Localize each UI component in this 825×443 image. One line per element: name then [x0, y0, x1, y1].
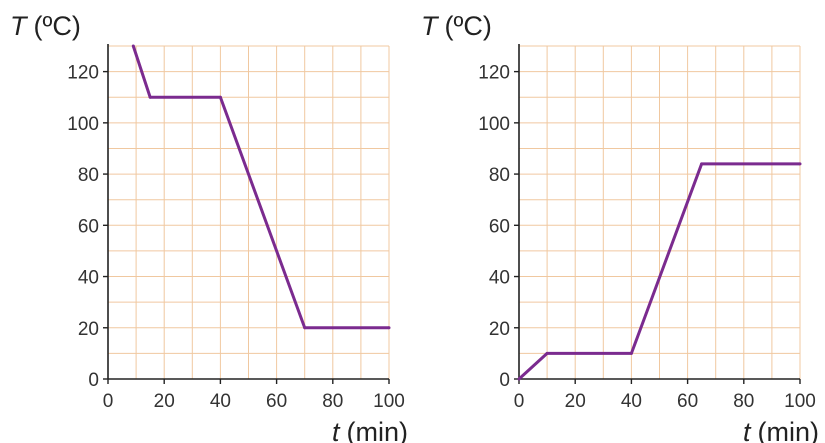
y-axis-variable: T — [421, 11, 440, 41]
x-tick-label: 20 — [565, 391, 586, 412]
x-tick-label: 40 — [621, 391, 642, 412]
y-tick-label: 80 — [78, 165, 99, 186]
y-tick-label: 100 — [478, 114, 510, 135]
x-axis-title: t (min) — [332, 417, 408, 443]
x-tick-label: 40 — [210, 391, 231, 412]
y-tick-label: 120 — [67, 63, 99, 84]
y-tick-label: 20 — [489, 319, 510, 340]
x-tick-label: 0 — [103, 391, 114, 412]
x-axis-variable: t — [743, 417, 752, 443]
series-point — [303, 326, 307, 330]
series-point — [798, 162, 802, 166]
series-point — [517, 377, 521, 381]
y-tick-label: 20 — [78, 319, 99, 340]
x-tick-label: 80 — [733, 391, 754, 412]
series-point — [131, 44, 135, 48]
series-point — [218, 95, 222, 99]
series-point — [387, 326, 391, 330]
x-tick-label: 0 — [514, 391, 525, 412]
y-tick-label: 100 — [67, 114, 99, 135]
x-tick-label: 80 — [322, 391, 343, 412]
y-axis-unit: (ºC) — [445, 11, 492, 41]
series-point — [148, 95, 152, 99]
series-point — [629, 351, 633, 355]
x-tick-label: 100 — [373, 391, 405, 412]
chart-heating: 0 20 40 60 80 100 120 0 20 40 60 80 100 T (ºC) t (min) — [421, 11, 819, 443]
y-axis-unit: (ºC) — [34, 11, 81, 41]
x-axis-unit: (min) — [347, 417, 409, 443]
y-tick-label: 40 — [489, 268, 510, 289]
x-tick-label: 60 — [266, 391, 287, 412]
x-axis-title: t (min) — [743, 417, 819, 443]
x-tick-label: 60 — [677, 391, 698, 412]
y-axis-variable: T — [10, 11, 29, 41]
series-point — [700, 162, 704, 166]
y-tick-label: 0 — [499, 370, 510, 391]
y-axis-title: T (ºC) — [10, 11, 81, 41]
chart-cooling: 0 20 40 60 80 100 120 0 20 40 60 80 100 T (ºC) t (min) — [10, 11, 408, 443]
series-line — [131, 45, 389, 330]
x-tick-label: 100 — [784, 391, 816, 412]
x-axis-variable: t — [332, 417, 341, 443]
y-tick-label: 60 — [489, 216, 510, 237]
y-tick-label: 0 — [88, 370, 99, 391]
x-tick-label: 20 — [154, 391, 175, 412]
y-axis-title: T (ºC) — [421, 11, 492, 41]
series-point — [545, 351, 549, 355]
grid — [519, 45, 801, 379]
y-tick-label: 60 — [78, 216, 99, 237]
y-tick-label: 120 — [478, 63, 510, 84]
y-tick-label: 40 — [78, 268, 99, 289]
x-axis-unit: (min) — [758, 417, 820, 443]
y-tick-label: 80 — [489, 165, 510, 186]
